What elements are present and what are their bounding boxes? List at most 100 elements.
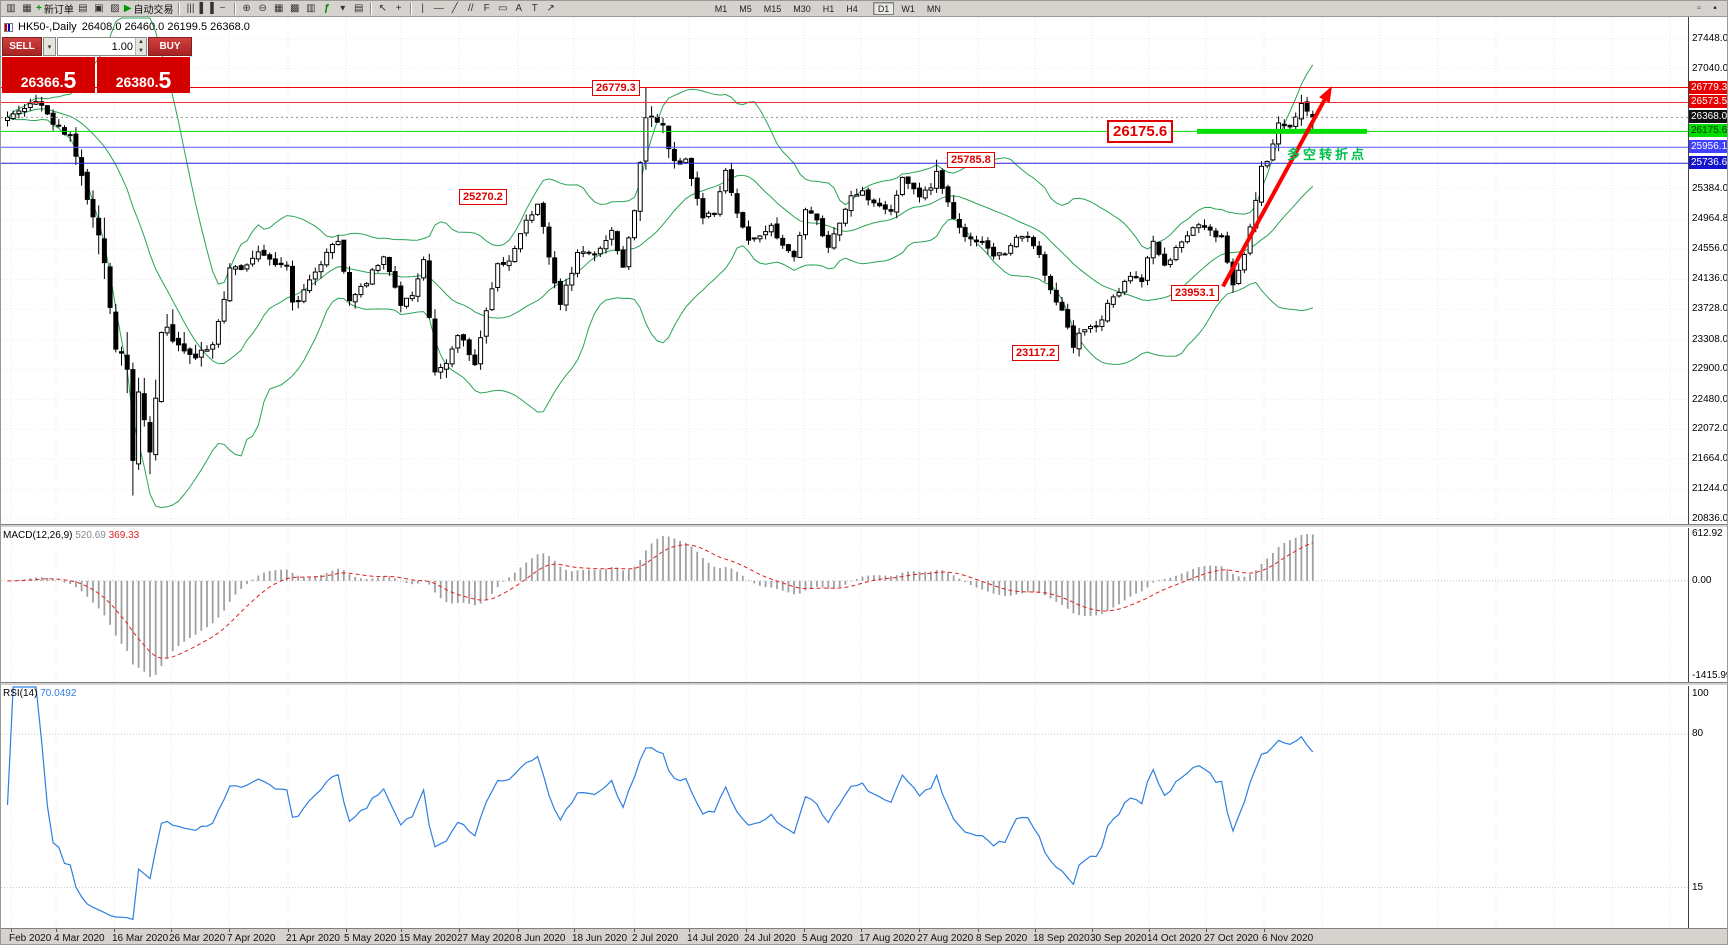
- macd-signal-value: 369.33: [108, 530, 140, 541]
- zoom-in-icon: ⊕: [242, 3, 251, 14]
- date-tick-mark: [1149, 929, 1150, 932]
- chart-profiles-icon[interactable]: ▦: [19, 2, 35, 16]
- toolbar-right-group: ▫ ▪: [1691, 2, 1723, 16]
- bar-chart-icon[interactable]: |||: [183, 2, 199, 16]
- timeframe-button-M30[interactable]: M30: [793, 3, 811, 14]
- order-type-dropdown[interactable]: ▾: [43, 37, 56, 56]
- new-order-button: +: [36, 3, 42, 14]
- trendline-icon[interactable]: ╱: [447, 2, 463, 16]
- buy-button[interactable]: BUY: [148, 37, 192, 56]
- rsi-axis-level: 15: [1692, 881, 1704, 893]
- terminal-icon: ▨: [110, 3, 120, 14]
- date-tick-mark: [346, 929, 347, 932]
- sell-price-tile[interactable]: 26366. 5: [2, 57, 95, 93]
- trade-controls-row: SELL ▾ ▲ ▼ BUY: [2, 37, 192, 56]
- date-tick-mark: [518, 929, 519, 932]
- autotrading-button[interactable]: ▶ 自动交易: [123, 2, 175, 16]
- trade-prices-row: 26366. 5 26380. 5: [2, 57, 192, 93]
- volume-input[interactable]: [58, 38, 135, 55]
- price-callout[interactable]: 26175.6: [1107, 120, 1174, 144]
- timeframe-button-W1[interactable]: W1: [901, 3, 915, 14]
- pane-splitter-macd[interactable]: [1, 524, 1727, 528]
- templates-icon[interactable]: ▤: [351, 2, 367, 16]
- candlestick-chart-icon[interactable]: ▌▐: [199, 2, 215, 16]
- timeframe-button-M1[interactable]: M1: [714, 3, 728, 14]
- zoom-in-icon[interactable]: ⊕: [239, 2, 255, 16]
- crosshair-icon[interactable]: +: [391, 2, 407, 16]
- date-tick-mark: [689, 929, 690, 932]
- price-callout[interactable]: 26779.3: [592, 79, 640, 96]
- new-chart-icon[interactable]: ▥: [3, 2, 19, 16]
- zoom-out-icon[interactable]: ⊖: [255, 2, 271, 16]
- price-level-label: 26368.0: [1689, 110, 1727, 124]
- toolbar-extra-icon-2[interactable]: ▪: [1713, 3, 1717, 14]
- chart-symbol-icon: [4, 22, 13, 32]
- text-label-icon[interactable]: T: [527, 2, 543, 16]
- cursor-icon: ↖: [378, 3, 387, 14]
- indicators-icon[interactable]: ƒ: [319, 2, 335, 16]
- bar-chart-icon: |||: [186, 3, 195, 14]
- date-label: 14 Jul 2020: [687, 933, 739, 944]
- trendline-icon: ╱: [451, 3, 458, 14]
- date-axis[interactable]: Feb 2020 4 Mar 2020 16 Mar 2020 26 Mar 2020…: [1, 928, 1727, 944]
- date-tick-mark: [288, 929, 289, 932]
- macd-pane[interactable]: [1, 528, 1688, 682]
- date-label: 6 Nov 2020: [1262, 933, 1314, 944]
- date-tick-mark: [634, 929, 635, 932]
- date-label: 15 May 2020: [399, 933, 457, 944]
- main-chart[interactable]: [1, 17, 1688, 524]
- volume-down-button[interactable]: ▼: [136, 46, 146, 55]
- horizontal-line-icon: —: [433, 3, 444, 14]
- timeframe-button-MN[interactable]: MN: [926, 3, 941, 14]
- price-callout[interactable]: 23117.2: [1012, 345, 1060, 362]
- periods-dropdown-icon[interactable]: ▾: [335, 2, 351, 16]
- volume-up-button[interactable]: ▲: [136, 38, 146, 47]
- line-chart-icon[interactable]: ~: [215, 2, 231, 16]
- date-tick-mark: [746, 929, 747, 932]
- timeframe-button-H1[interactable]: H1: [822, 3, 835, 14]
- price-callout[interactable]: 25785.8: [947, 151, 995, 168]
- price-level-label: 26573.5: [1689, 95, 1727, 109]
- timeframe-button-M15[interactable]: M15: [763, 3, 782, 14]
- toolbar-extra-icon-1[interactable]: ▫: [1697, 3, 1701, 14]
- terminal-icon[interactable]: ▨: [107, 2, 123, 16]
- price-callout[interactable]: 23953.1: [1171, 284, 1219, 301]
- pane-splitter-rsi[interactable]: [1, 682, 1727, 686]
- date-label: 16 Mar 2020: [112, 933, 169, 944]
- timeframe-button-H4[interactable]: H4: [846, 3, 858, 14]
- toolbar-separator: [233, 2, 236, 15]
- fibonacci-icon[interactable]: F: [479, 2, 495, 16]
- price-callout[interactable]: 25270.2: [459, 189, 507, 206]
- rsi-name: RSI(14): [3, 688, 38, 699]
- text-icon[interactable]: A: [511, 2, 527, 16]
- price-tick-label: 27040.0: [1692, 62, 1728, 74]
- timeframe-button-M5[interactable]: M5: [739, 3, 752, 14]
- price-tick-label: 22900.0: [1692, 363, 1728, 375]
- market-watch-icon[interactable]: ▤: [75, 2, 91, 16]
- date-tick-mark: [1264, 929, 1265, 932]
- date-label: 27 Oct 2020: [1204, 933, 1259, 944]
- trend-note-text[interactable]: 多空转折点: [1287, 146, 1368, 162]
- new-order-button[interactable]: + 新订单: [35, 2, 75, 16]
- timeframe-button-D1[interactable]: D1: [872, 2, 895, 15]
- horizontal-line-icon[interactable]: —: [431, 2, 447, 16]
- auto-arrange-icon[interactable]: ▩: [287, 2, 303, 16]
- rsi-pane[interactable]: [1, 686, 1688, 928]
- autotrading-button: ▶: [123, 3, 132, 14]
- vertical-line-icon[interactable]: |: [415, 2, 431, 16]
- toolbar-separator: [369, 2, 372, 15]
- arrows-icon[interactable]: ↗: [543, 2, 559, 16]
- cursor-icon[interactable]: ↖: [375, 2, 391, 16]
- chart-ohlc-header: HK50-,Daily 26408.0 26460.0 26199.5 2636…: [4, 21, 250, 33]
- autotrading-button-label: 自动交易: [133, 5, 174, 16]
- equidistant-channel-icon[interactable]: //: [463, 2, 479, 16]
- price-axis[interactable]: 27448.0 27040.0 25384.0 24964.8 24556.0 24136…: [1688, 17, 1728, 928]
- price-level-label: 26175.6: [1689, 124, 1727, 138]
- price-tick-label: 23308.0: [1692, 333, 1728, 345]
- data-window-icon[interactable]: ▣: [91, 2, 107, 16]
- shapes-icon[interactable]: ▭: [495, 2, 511, 16]
- tile-windows-icon[interactable]: ▦: [271, 2, 287, 16]
- buy-price-tile[interactable]: 26380. 5: [97, 57, 190, 93]
- track-chart-icon[interactable]: ▥: [303, 2, 319, 16]
- sell-button[interactable]: SELL: [2, 37, 42, 56]
